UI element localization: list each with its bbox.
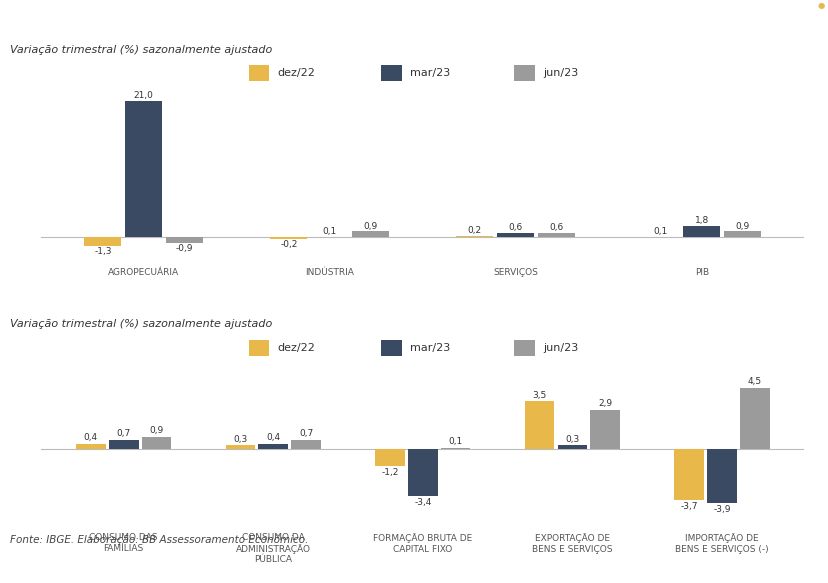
Text: -0,9: -0,9 (176, 244, 193, 253)
Bar (166, 237, 203, 243)
Text: 0,7: 0,7 (117, 429, 131, 438)
Bar (724, 231, 760, 237)
Text: 0,2: 0,2 (467, 226, 481, 235)
Text: jun/23: jun/23 (542, 68, 578, 78)
Text: 0,9: 0,9 (363, 222, 378, 230)
Text: 0,1: 0,1 (448, 437, 462, 447)
Bar (440, 448, 470, 449)
Bar (706, 449, 736, 503)
Text: Variação trimestral (%) sazonalmente ajustado: Variação trimestral (%) sazonalmente aju… (10, 45, 272, 55)
Text: Evolução do PIB pelo lado da demanda: Evolução do PIB pelo lado da demanda (10, 284, 372, 302)
Bar (258, 444, 287, 449)
Text: Variação trimestral (%) sazonalmente ajustado: Variação trimestral (%) sazonalmente aju… (10, 319, 272, 329)
FancyBboxPatch shape (248, 340, 269, 356)
Text: 0,9: 0,9 (734, 222, 749, 230)
Text: 0,7: 0,7 (299, 429, 313, 438)
FancyBboxPatch shape (381, 340, 402, 356)
FancyBboxPatch shape (513, 65, 534, 80)
Text: Evolução do PIB pelo lado da oferta: Evolução do PIB pelo lado da oferta (10, 11, 343, 29)
FancyBboxPatch shape (513, 340, 534, 356)
Bar (673, 449, 703, 500)
Bar (84, 237, 121, 246)
FancyBboxPatch shape (381, 65, 402, 80)
Bar (682, 226, 720, 237)
Text: 0,9: 0,9 (149, 426, 163, 436)
Bar (270, 237, 307, 238)
Bar (291, 440, 320, 449)
Bar (524, 401, 554, 449)
Text: Fonte: IBGE. Elaboração: BB Assessoramento Econômico.: Fonte: IBGE. Elaboração: BB Assessoramen… (10, 534, 308, 545)
Text: 0,1: 0,1 (322, 227, 336, 236)
Text: mar/23: mar/23 (410, 68, 450, 78)
Text: 3,5: 3,5 (532, 391, 546, 399)
Text: 0,6: 0,6 (508, 223, 522, 233)
Bar (225, 445, 255, 449)
Bar (497, 233, 533, 237)
Text: 1,8: 1,8 (694, 216, 708, 224)
Bar (537, 233, 575, 237)
Text: 0,1: 0,1 (653, 227, 667, 236)
Text: dez/22: dez/22 (277, 68, 315, 78)
Text: 0,3: 0,3 (565, 434, 579, 444)
Bar (374, 449, 404, 466)
Text: 2,9: 2,9 (598, 399, 612, 408)
Text: 0,6: 0,6 (549, 223, 563, 233)
Bar (76, 444, 105, 449)
Text: ●: ● (816, 1, 824, 10)
Bar (557, 445, 586, 449)
Text: -0,2: -0,2 (280, 240, 297, 248)
Bar (352, 231, 388, 237)
Text: -3,9: -3,9 (712, 505, 729, 514)
Bar (108, 440, 138, 449)
Text: dez/22: dez/22 (277, 343, 315, 353)
Text: mar/23: mar/23 (410, 343, 450, 353)
Bar (456, 236, 493, 237)
Text: jun/23: jun/23 (542, 343, 578, 353)
Text: 0,4: 0,4 (266, 433, 280, 442)
Bar (407, 449, 437, 496)
Text: 0,3: 0,3 (233, 434, 248, 444)
Text: 4,5: 4,5 (747, 377, 761, 386)
Bar (739, 388, 768, 449)
Bar (125, 101, 162, 237)
Bar (142, 437, 171, 449)
Text: 21,0: 21,0 (133, 91, 153, 100)
FancyBboxPatch shape (248, 65, 269, 80)
Bar (590, 409, 619, 449)
Text: -3,7: -3,7 (680, 502, 697, 511)
Text: 0,4: 0,4 (84, 433, 98, 442)
Text: -1,2: -1,2 (381, 468, 398, 476)
Text: -1,3: -1,3 (94, 247, 112, 256)
Text: -3,4: -3,4 (414, 498, 431, 507)
